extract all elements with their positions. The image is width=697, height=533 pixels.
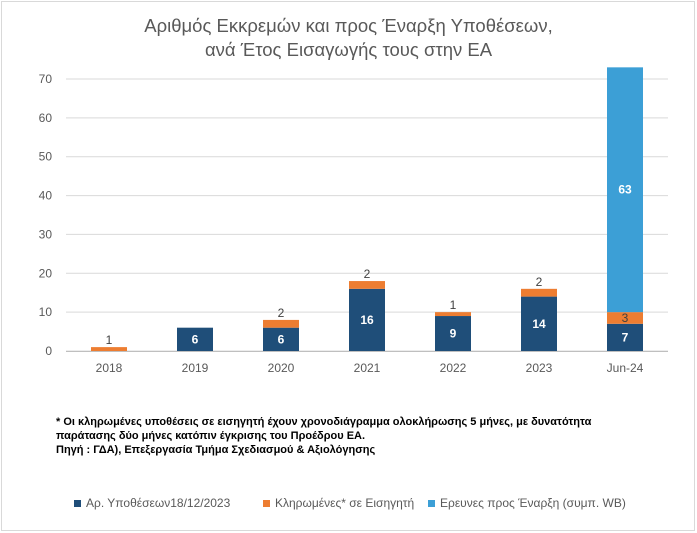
y-tick-label: 40 [39, 189, 53, 203]
chart-title-line1: Αριθμός Εκκρεμών και προς Έναρξη Υποθέσε… [144, 15, 553, 36]
x-tick-label: 2022 [440, 361, 467, 375]
chart-title: Αριθμός Εκκρεμών και προς Έναρξη Υποθέσε… [0, 14, 697, 62]
legend-label-assigned: Κληρωμένες* σε Εισηγητή [275, 496, 415, 510]
footnote: * Οι κληρωμένες υποθέσεις σε εισηγητή έχ… [56, 415, 676, 457]
data-label: 6 [192, 332, 199, 346]
data-label: 1 [106, 333, 113, 347]
bar-segment [263, 327, 299, 351]
x-tick-label: 2021 [354, 361, 381, 375]
footnote-line2: παράτασης δύο μήνες κατόπιν έγκρισης του… [56, 430, 366, 442]
legend-label-cases: Αρ. Υποθέσεων18/12/2023 [86, 496, 231, 510]
y-tick-label: 60 [39, 111, 53, 125]
x-tick-label: 2020 [268, 361, 295, 375]
legend-item-assigned: Κληρωμένες* σε Εισηγητή [263, 496, 414, 510]
bar-segment [435, 316, 471, 351]
bar-segment [177, 327, 213, 351]
legend-label-investigations: Ερευνες προς Έναρξη (συμπ. WB) [440, 496, 626, 510]
x-tick-label: 2018 [96, 361, 123, 375]
footnote-line3: Πηγή : ΓΔΑ), Επεξεργασία Τμήμα Σχεδιασμο… [56, 444, 376, 456]
data-label: 63 [618, 183, 632, 197]
bar-segment [607, 67, 643, 313]
bar-segment [91, 347, 127, 351]
legend-item-cases: Αρ. Υποθέσεων18/12/2023 [74, 496, 230, 510]
bar-segment [607, 312, 643, 324]
data-label: 1 [450, 298, 457, 312]
y-tick-label: 70 [39, 72, 53, 86]
footnote-line1: * Οι κληρωμένες υποθέσεις σε εισηγητή έχ… [56, 416, 592, 428]
data-label: 14 [532, 317, 546, 331]
y-tick-label: 20 [39, 266, 53, 280]
y-tick-label: 30 [39, 227, 53, 241]
bar-segment [607, 323, 643, 351]
chart-title-line2: ανά Έτος Εισαγωγής τους στην ΕΑ [204, 39, 493, 60]
bar-segment [349, 281, 385, 289]
y-tick-label: 10 [39, 305, 53, 319]
data-label: 16 [360, 313, 374, 327]
bar-segment [521, 288, 557, 297]
bar-segment [521, 296, 557, 351]
legend-swatch-investigations [428, 499, 435, 507]
data-label: 2 [536, 275, 543, 289]
data-label: 3 [622, 311, 629, 325]
legend-swatch-cases [74, 499, 81, 507]
bar-segment [263, 319, 299, 328]
y-tick-label: 50 [39, 150, 53, 164]
data-label: 9 [450, 327, 457, 341]
x-tick-label: 2023 [526, 361, 553, 375]
x-tick-label: Jun-24 [607, 361, 644, 375]
x-tick-label: 2019 [182, 361, 209, 375]
bar-segment [349, 288, 385, 351]
bar-segment [435, 312, 471, 317]
legend-item-investigations: Ερευνες προς Έναρξη (συμπ. WB) [428, 496, 626, 510]
data-label: 2 [364, 267, 371, 281]
legend-swatch-assigned [263, 499, 270, 507]
data-label: 6 [278, 332, 285, 346]
y-tick-label: 0 [45, 344, 52, 358]
data-label: 7 [622, 330, 629, 344]
data-label: 2 [278, 306, 285, 320]
